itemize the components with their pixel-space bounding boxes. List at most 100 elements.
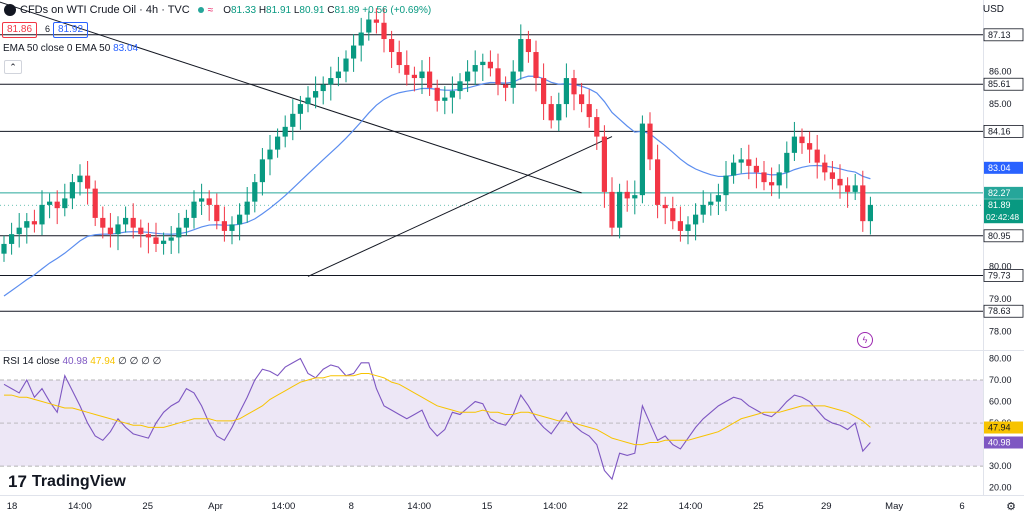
collapse-legend-icon[interactable]: ⌃ (4, 60, 22, 74)
candle-78 (594, 108, 600, 150)
candle-30 (229, 216, 235, 245)
rsi-tick-label-4: 30.00 (989, 461, 1012, 471)
candle-110 (837, 164, 843, 199)
price-level-label-7: 79.73 (988, 270, 1011, 280)
candle-body-47 (358, 32, 364, 46)
candle-body-15 (115, 224, 121, 235)
candle-101 (769, 167, 775, 197)
candle-20 (153, 222, 159, 253)
candle-body-1 (9, 234, 15, 244)
candle-72 (548, 95, 554, 129)
flash-icon[interactable]: ϟ (857, 332, 873, 348)
candle-64 (487, 50, 493, 77)
candle-112 (852, 174, 858, 201)
price-level-label-6: 80.95 (988, 231, 1011, 241)
candle-body-102 (776, 172, 782, 186)
currency-label[interactable]: USD (982, 4, 1004, 15)
candle-body-36 (275, 136, 281, 150)
candle-body-0 (1, 243, 7, 254)
candle-body-68 (518, 39, 524, 72)
candle-body-38 (290, 113, 296, 127)
buy-price-button[interactable]: 81.92 (53, 22, 89, 38)
candle-28 (214, 193, 220, 230)
candle-7 (54, 190, 60, 225)
candle-body-62 (472, 65, 478, 72)
ema-legend[interactable]: EMA 50 close 0 EMA 50 83.04 (3, 43, 138, 54)
candle-87 (662, 196, 668, 225)
candle-body-2 (16, 227, 22, 235)
candle-70 (533, 40, 539, 92)
candle-36 (275, 128, 281, 158)
candle-body-53 (404, 65, 410, 75)
rsi-legend[interactable]: RSI 14 close 40.98 47.94 ∅ ∅ ∅ ∅ (3, 356, 161, 367)
sell-price-button[interactable]: 81.86 (2, 22, 38, 38)
candle-body-84 (639, 123, 645, 196)
candle-body-92 (700, 204, 706, 215)
time-tick-label-5: 8 (349, 501, 354, 512)
candle-29 (221, 206, 227, 242)
candle-3 (24, 213, 30, 244)
rsi-value-tag-1 (984, 436, 1023, 449)
low-label: L (293, 4, 300, 16)
candle-body-17 (130, 217, 136, 228)
symbol-title[interactable]: CFDs on WTI Crude Oil · 4h · TVC (20, 4, 190, 16)
candle-73 (556, 92, 562, 132)
candle-83 (632, 180, 638, 215)
candle-71 (541, 63, 547, 121)
candle-body-96 (731, 162, 737, 176)
candle-50 (381, 8, 387, 53)
candle-body-10 (77, 175, 83, 183)
candle-body-65 (495, 68, 501, 85)
candle-body-39 (297, 104, 303, 114)
candle-17 (130, 203, 136, 239)
candle-body-29 (221, 221, 227, 231)
candle-body-31 (237, 214, 243, 225)
candle-body-77 (586, 104, 592, 118)
candle-82 (624, 180, 630, 212)
candle-100 (761, 160, 767, 191)
candle-69 (525, 30, 531, 63)
time-tick-label-0: 18 (7, 501, 18, 512)
candle-body-93 (708, 201, 714, 205)
candle-body-100 (761, 172, 767, 183)
trendline-0 (0, 1, 582, 194)
tradingview-logo[interactable]: 17 TradingView (8, 472, 126, 492)
time-tick-label-2: 25 (142, 501, 153, 512)
candle-body-69 (525, 39, 531, 53)
change-value: +0.56 (+0.69%) (362, 4, 432, 16)
candle-body-34 (259, 159, 265, 183)
candle-body-79 (601, 136, 607, 192)
settings-icon[interactable]: ⚙ (1006, 501, 1016, 513)
rsi-ma-legend-value: 47.94 (90, 356, 116, 367)
candle-52 (396, 40, 402, 74)
candle-13 (100, 206, 106, 239)
open-label: O (223, 4, 231, 16)
candle-body-97 (738, 159, 744, 163)
price-tick-label-3: 79.00 (989, 294, 1012, 304)
candle-92 (700, 190, 706, 223)
candle-56 (427, 56, 433, 96)
candle-22 (168, 226, 174, 255)
countdown-label: 02:42:48 (986, 212, 1019, 222)
candle-27 (206, 190, 212, 221)
rsi-tick-label-1: 70.00 (989, 375, 1012, 385)
candle-body-111 (845, 185, 851, 192)
rsi-tick-label-5: 20.00 (989, 483, 1012, 493)
rsi-value-label-1: 40.98 (988, 438, 1011, 448)
candle-31 (237, 203, 243, 241)
wave-icon[interactable]: ≈ (207, 4, 214, 16)
candle-19 (145, 222, 151, 254)
candle-body-106 (807, 143, 813, 150)
price-level-label-4: 82.27 (988, 188, 1011, 198)
candle-body-82 (624, 191, 630, 199)
rsi-legend-label: RSI 14 close (3, 356, 60, 367)
candle-body-108 (822, 162, 828, 173)
candle-body-74 (563, 78, 569, 105)
candle-8 (62, 183, 68, 217)
candle-55 (419, 60, 425, 94)
candle-57 (434, 79, 440, 112)
time-tick-label-3: Apr (208, 501, 223, 512)
candle-body-30 (229, 224, 235, 231)
candle-18 (138, 219, 144, 248)
